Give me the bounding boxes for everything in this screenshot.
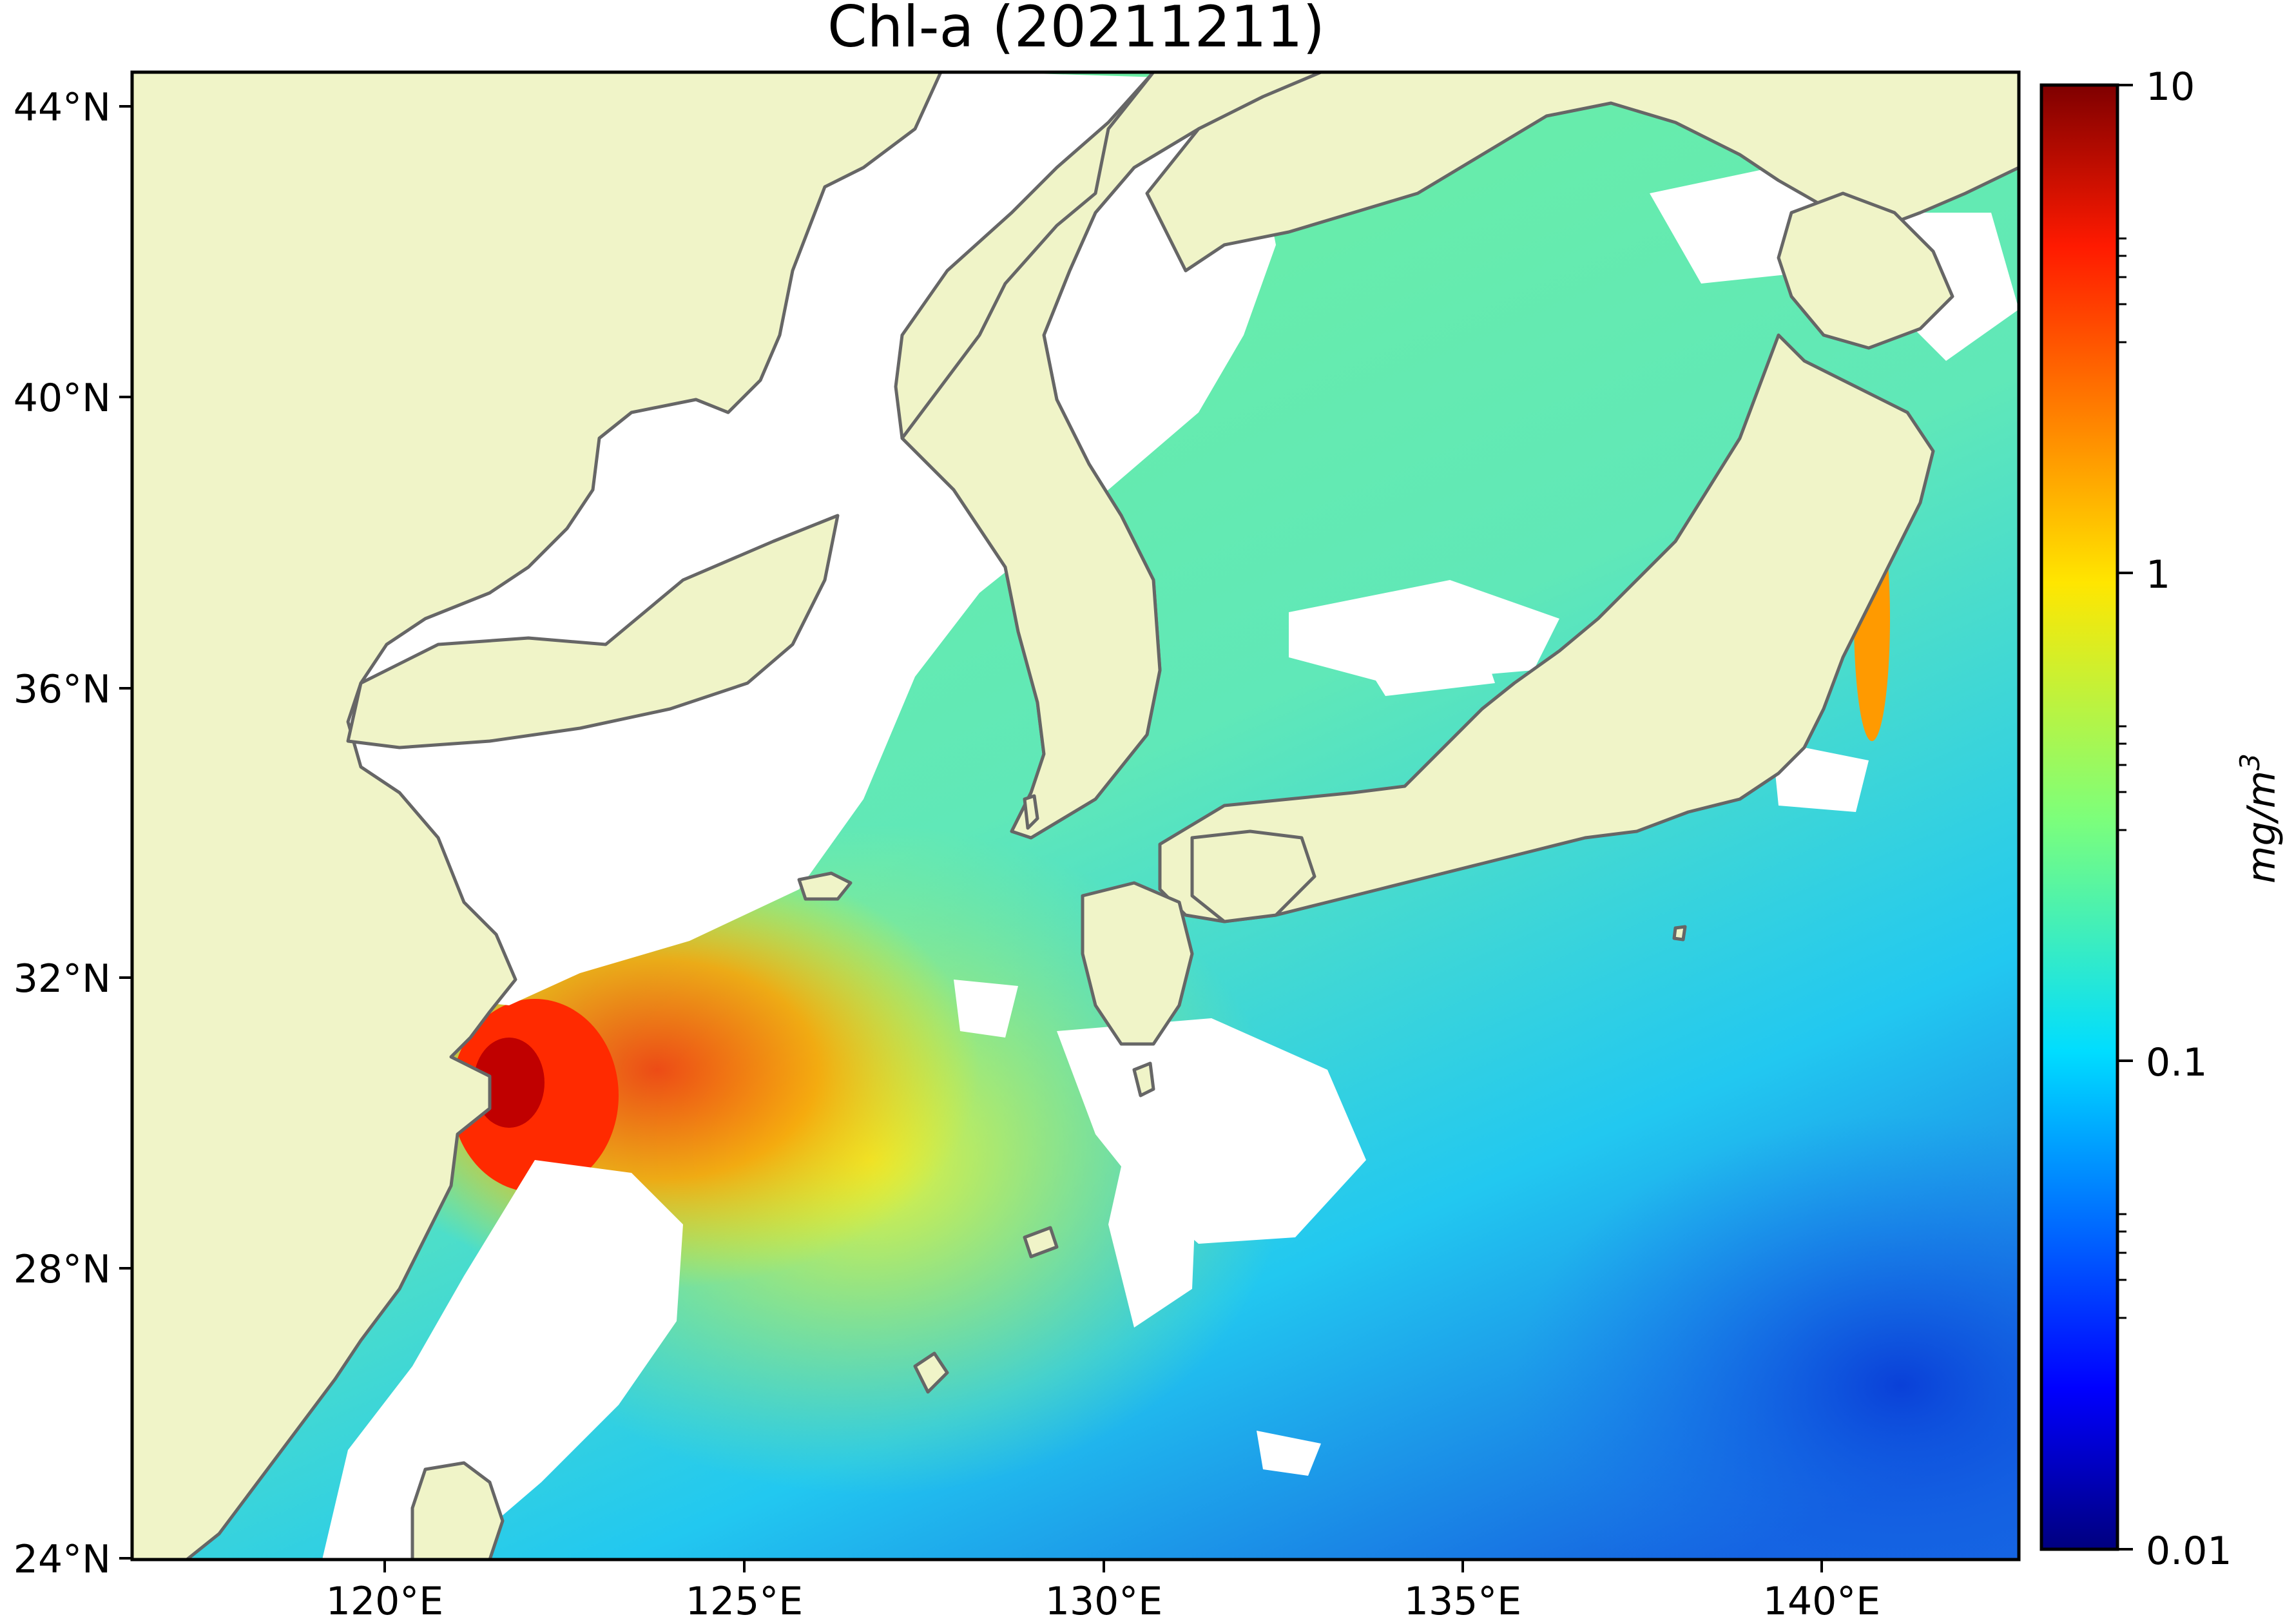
japan-shikoku <box>1190 829 1316 923</box>
lat-tick-label: 40°N <box>14 376 111 421</box>
lat-tick-label: 36°N <box>14 667 111 712</box>
lat-tick-label: 44°N <box>14 85 111 130</box>
tanegashima <box>1132 1061 1155 1097</box>
colorbar-unit-label: mg/m3 <box>2234 753 2284 884</box>
shandong-peninsula <box>346 514 840 749</box>
okinawa-island <box>913 1351 949 1394</box>
colorbar-minor-ticks <box>2117 237 2126 1319</box>
lat-tick-label: 24°N <box>14 1537 111 1582</box>
lon-tick-label: 135°E <box>1404 1579 1521 1624</box>
colorbar-tick-label: 10 <box>2146 64 2195 110</box>
lon-tick-label: 140°E <box>1763 1579 1880 1624</box>
japan-hokkaido <box>1777 191 1954 350</box>
lon-tick-label: 130°E <box>1045 1579 1162 1624</box>
china-landmass <box>132 72 943 1560</box>
north-korea-interior <box>900 72 1323 840</box>
colorbar-tick-label: 1 <box>2146 552 2170 597</box>
amami-island <box>1023 1226 1059 1259</box>
jeju-island <box>797 871 853 901</box>
lon-tick-label: 120°E <box>326 1579 443 1624</box>
colorbar-major-ticks <box>2117 84 2133 1551</box>
latitude-axis: 44°N 40°N 36°N 32°N 28°N 24°N <box>14 85 132 1582</box>
longitude-axis: 120°E 125°E 130°E 135°E 140°E <box>326 1560 1880 1624</box>
map-area <box>132 72 2019 1560</box>
pacific-low-chlorophyll-area <box>1514 1115 2019 1560</box>
tsushima-island <box>1023 794 1039 830</box>
colorbar-tick-label: 0.01 <box>2146 1529 2232 1574</box>
lat-tick-label: 28°N <box>14 1247 111 1292</box>
japan-kyushu <box>1081 881 1194 1046</box>
land-masses <box>132 72 2019 1560</box>
japan-honshu <box>1158 333 1935 923</box>
colorbar: 10 1 0.1 0.01 mg/m3 <box>2039 64 2284 1574</box>
taiwan <box>410 1461 505 1560</box>
map-title: Chl-a (20211211) <box>827 0 1325 60</box>
russia-coast <box>1145 72 2019 273</box>
colorbar-tick-label: 0.1 <box>2146 1040 2207 1085</box>
lon-tick-label: 125°E <box>686 1579 803 1624</box>
colorbar-gradient <box>2039 83 2119 1551</box>
lat-tick-label: 32°N <box>14 956 111 1001</box>
izu-island <box>1672 925 1687 942</box>
map-frame <box>130 70 2021 1561</box>
